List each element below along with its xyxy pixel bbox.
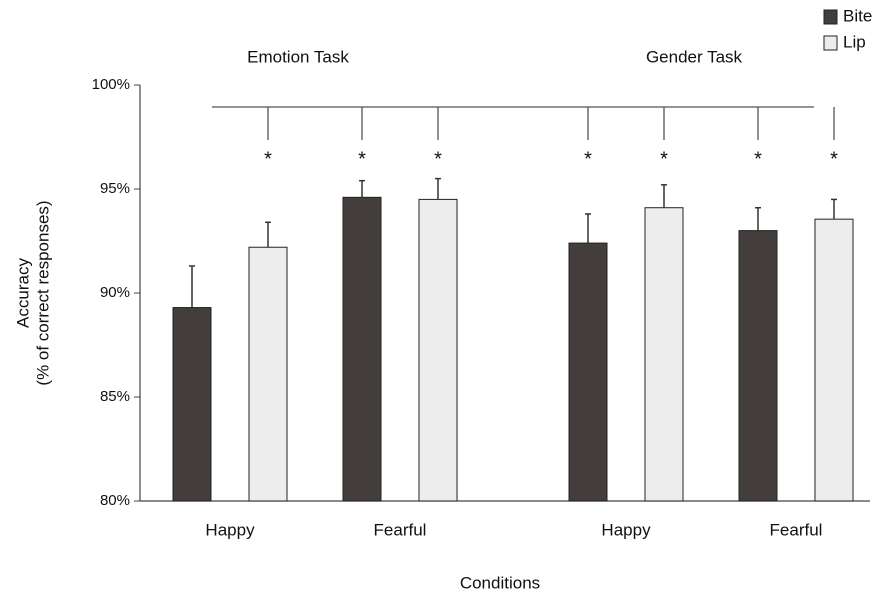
bar xyxy=(814,218,854,502)
bar xyxy=(568,242,608,502)
x-tick-label: Happy xyxy=(601,520,651,539)
bar xyxy=(644,207,684,502)
x-tick-label: Fearful xyxy=(770,520,823,539)
x-tick-label: Fearful xyxy=(374,520,427,539)
bar xyxy=(342,196,382,502)
legend-swatch xyxy=(823,35,838,51)
significance-star: * xyxy=(434,148,442,170)
y-tick-label: 80% xyxy=(100,492,130,509)
y-tick-label: 90% xyxy=(100,284,130,301)
significance-star: * xyxy=(584,148,592,170)
x-axis-title: Conditions xyxy=(460,573,540,592)
y-tick-label: 85% xyxy=(100,388,130,405)
legend-swatch xyxy=(823,9,838,25)
bar xyxy=(738,230,778,502)
legend-label: Bite xyxy=(843,6,872,25)
y-axis-title: Accuracy xyxy=(13,258,32,328)
group-label: Gender Task xyxy=(646,47,743,66)
bar xyxy=(248,246,288,502)
x-tick-label: Happy xyxy=(205,520,255,539)
y-axis-title: (% of correct responses) xyxy=(33,200,52,385)
significance-star: * xyxy=(358,148,366,170)
y-tick-label: 95% xyxy=(100,180,130,197)
y-tick-label: 100% xyxy=(92,76,130,93)
bar xyxy=(418,198,458,502)
bar xyxy=(172,307,212,502)
significance-star: * xyxy=(660,148,668,170)
significance-star: * xyxy=(264,148,272,170)
significance-star: * xyxy=(754,148,762,170)
significance-star: * xyxy=(830,148,838,170)
legend-label: Lip xyxy=(843,32,866,51)
group-label: Emotion Task xyxy=(247,47,349,66)
